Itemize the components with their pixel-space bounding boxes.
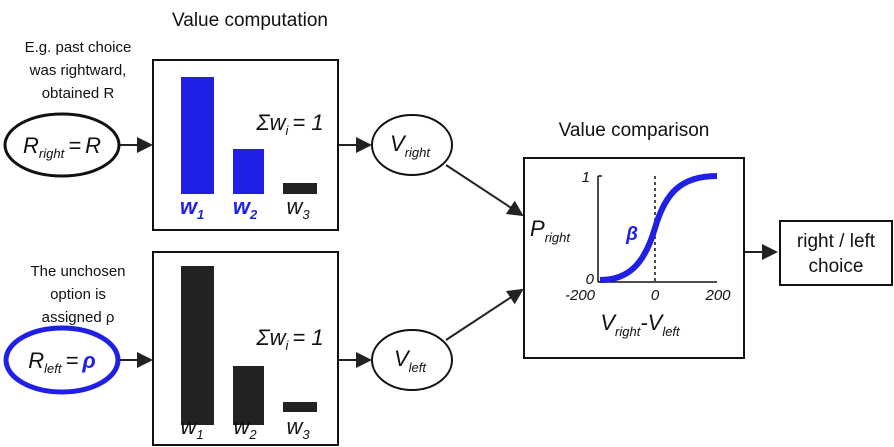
- constraint: Σwi = 1: [255, 325, 323, 353]
- choice-box: [779, 220, 893, 286]
- weight-bar: [181, 77, 214, 194]
- weight-label: w1: [180, 414, 203, 442]
- note: was rightward,: [29, 62, 127, 79]
- panel-title: Value computation: [172, 10, 328, 31]
- y-tick: 0: [586, 271, 595, 288]
- y-tick: 1: [582, 169, 590, 186]
- y-label: Pright: [530, 216, 571, 245]
- input-label: Rright = R: [23, 133, 101, 161]
- constraint: Σwi = 1: [255, 110, 323, 138]
- x-label: Vright-Vleft: [600, 310, 681, 339]
- panel-title: Value comparison: [559, 120, 710, 141]
- choice-label: choice: [809, 256, 864, 277]
- input-node: [3, 112, 121, 178]
- weight-label: w2: [233, 194, 258, 222]
- slope-label: β: [625, 224, 638, 245]
- comparison-box: [523, 157, 745, 359]
- plot-axes: [597, 175, 717, 283]
- value-label: Vright: [390, 131, 431, 160]
- weights-box: [152, 251, 339, 446]
- weight-bar: [181, 266, 214, 425]
- input-label: Rleft = ρ: [28, 348, 95, 376]
- weight-label: w3: [286, 194, 310, 222]
- weight-label: w1: [180, 194, 204, 222]
- weight-bar: [233, 149, 264, 194]
- note: option is: [50, 286, 106, 303]
- choice-label: right / left: [797, 231, 876, 252]
- weight-bar: [283, 183, 317, 194]
- weight-bar: [283, 402, 317, 412]
- note: assigned ρ: [42, 309, 115, 326]
- value-label: Vleft: [394, 346, 427, 375]
- note: obtained R: [42, 85, 115, 102]
- note: E.g. past choice: [25, 39, 132, 56]
- weights-box: [152, 59, 339, 231]
- x-tick: -200: [565, 287, 596, 304]
- arrows: [120, 137, 778, 368]
- value-node: [371, 114, 453, 176]
- x-tick: 0: [651, 287, 660, 304]
- input-node: [3, 325, 121, 395]
- weight-bar: [233, 366, 264, 425]
- x-tick: 200: [704, 287, 731, 304]
- value-node: [371, 329, 453, 391]
- sigmoid: [599, 173, 718, 283]
- note: The unchosen: [30, 263, 125, 280]
- weight-label: w2: [233, 414, 257, 442]
- weight-label: w3: [286, 414, 310, 442]
